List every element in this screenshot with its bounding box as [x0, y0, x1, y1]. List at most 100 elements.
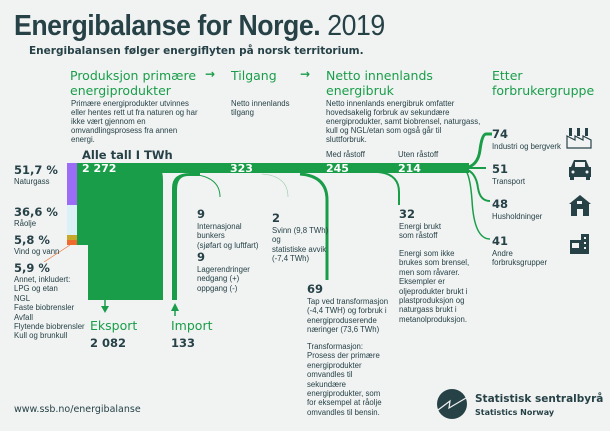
text-line: (-7,4 TWh) [272, 254, 310, 264]
group-value: 51 [492, 162, 509, 176]
losses-value: 2 [272, 211, 281, 225]
import-value: 133 [171, 336, 196, 350]
column-title-supply: Tilgang [231, 68, 277, 83]
text-line: oljeprodukter brukt i [399, 286, 468, 296]
losses-text: Svinn (9,8 TWh) og statistiske avvik (-7,4 … [272, 226, 328, 264]
text-line: omvandles til [307, 370, 353, 380]
bunkers-text: Internasjonal bunkers (sjøfart og luftfart… [197, 222, 259, 250]
building-icon [570, 234, 589, 254]
text-line: omvandles til bensin. [307, 407, 380, 417]
unit-note: Alle tall I TWh [82, 148, 173, 162]
feedstock-note: Energi som ikke brukes som brensel, men so… [399, 249, 469, 324]
transformation-text: Tap ved transformasjon (-4,4 TWH) og forb… [307, 297, 388, 335]
text-line: Svinn (9,8 TWh) [272, 226, 329, 235]
text-line: oppgang (-) [197, 283, 238, 293]
with-feedstock-value: 245 [326, 162, 349, 175]
mix-naturgass [67, 163, 77, 205]
mix-label: Råolje [14, 219, 37, 228]
text-line: Eksempler er [399, 277, 445, 287]
flow-andre [464, 169, 491, 240]
mix-other-item: Faste biobrensler [14, 303, 75, 313]
mix-other-label: Annet, inkludert: [14, 275, 71, 284]
house-icon [569, 195, 591, 216]
text-line: energiproduserende [307, 315, 377, 325]
group-value: 41 [492, 234, 509, 248]
transformation-value: 69 [307, 282, 324, 296]
text-line: energiprodukter, som [307, 389, 381, 399]
title-text: Energibalanse for Norge. [14, 10, 321, 42]
import-label: Import [171, 318, 213, 333]
column-title-net-use: Netto innenlands energibruk [326, 68, 433, 98]
mix-vind [67, 235, 77, 240]
text-line: plastproduksjon og [399, 296, 465, 306]
mix-other-item: LPG og etan [14, 284, 58, 294]
annet-pointer [43, 244, 71, 263]
text-line: Energi som ikke [399, 249, 455, 258]
text-line: men som råvarer. [399, 267, 460, 277]
title-year: 2019 [327, 10, 385, 42]
column-title-production: Produksjon primære energiprodukter [70, 68, 197, 98]
car-icon [569, 160, 591, 180]
mix-pct: 51,7 % [14, 163, 58, 177]
mix-other-item: Kull og brunkull [14, 331, 68, 341]
text-line: brukes som brensel, [399, 258, 470, 268]
subtitle: Energibalansen følger energiflyten på no… [29, 45, 364, 57]
text-line: forbruksgrupper [492, 258, 548, 268]
text-line: Tap ved transformasjon [307, 297, 389, 306]
without-feedstock-value: 214 [398, 162, 421, 175]
production-desc: Primære energiprodukter utvinnes eller h… [71, 99, 198, 144]
import-arrow [171, 303, 179, 311]
production-value: 2 272 [82, 162, 117, 175]
text-line: som råstoff [399, 231, 438, 241]
feedstock-value: 32 [399, 207, 416, 221]
stock-value: 9 [197, 250, 206, 264]
export-flow [77, 163, 163, 300]
bunkers-value: 9 [197, 207, 206, 221]
org-name-en: Statistics Norway [475, 408, 555, 417]
supply-desc: Netto innenlands tilgang [231, 99, 290, 117]
flow-industri [464, 132, 492, 170]
transformation-note: Transformasjon: Prosess der primære energi… [307, 342, 382, 417]
group-label: Andre forbruksgrupper [492, 249, 547, 268]
arrow-right-icon: → [300, 67, 311, 81]
mix-pct: 5,8 % [14, 233, 50, 247]
page-title: Energibalanse for Norge. 2019 [14, 10, 385, 43]
arrow-right-icon: → [205, 67, 216, 81]
group-label: Industri og bergverk [492, 142, 561, 151]
footer-url-link[interactable]: www.ssb.no/energibalanse [14, 404, 141, 415]
bunkers-flow [189, 173, 221, 198]
group-value: 48 [492, 197, 509, 211]
text-line: energiprodukter [307, 360, 362, 370]
text-line: metanolproduksjon. [399, 314, 468, 324]
text-line: (sjøfart og luftfart) [197, 240, 259, 250]
mix-pct: 36,6 % [14, 205, 58, 219]
org-name: Statistisk sentralbyrå [475, 393, 604, 405]
text-line: Andre [492, 249, 513, 258]
text-line: for eksempel at råolje [307, 398, 382, 408]
text-line: bunkers [197, 231, 225, 241]
text-line: Internasjonal [197, 222, 242, 231]
flow-husholdninger [464, 168, 491, 202]
with-feedstock-label: Med råstoff [326, 150, 365, 159]
feedstock-text: Energi brukt som råstoff [399, 222, 441, 241]
mix-pct: 5,9 % [14, 261, 50, 275]
stock-text: Lagerendringer nedgang (+) oppgang (-) [197, 265, 250, 293]
mix-label: Naturgass [14, 177, 50, 186]
ssb-logo-icon [437, 389, 467, 419]
text-line: (-4,4 TWH) og forbruk i [307, 306, 387, 316]
export-value: 2 082 [90, 336, 127, 350]
text-line: og [272, 235, 281, 245]
text-line: statistiske avvik [272, 244, 327, 254]
text-line: Lagerendringer [197, 265, 250, 274]
text-line: naturgass brukt i [399, 305, 457, 315]
supply-value: 323 [230, 162, 253, 175]
mix-other-item: Flytende biobrensler [14, 322, 85, 332]
mix-other-item: Avfall [14, 312, 33, 322]
mix-annet [67, 240, 77, 245]
mix-raolje [67, 205, 77, 235]
main-band [77, 163, 469, 173]
text-line: Energi brukt [399, 222, 442, 231]
export-label: Eksport [90, 318, 138, 333]
group-label: Transport [492, 177, 526, 186]
